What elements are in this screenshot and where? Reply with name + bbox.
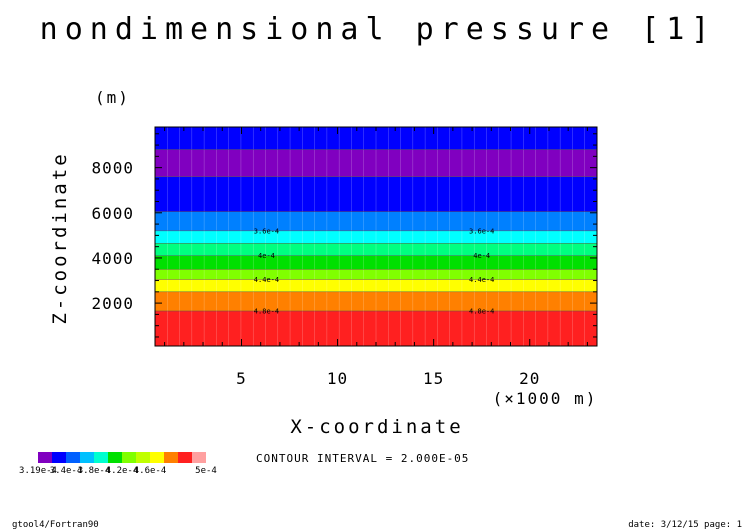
y-axis-unit: (m)	[95, 88, 130, 107]
legend-label: 4.6e-4	[134, 466, 167, 476]
contour-label: 4.8e-4	[254, 308, 279, 316]
legend-label: 5e-4	[195, 466, 217, 476]
legend-label: 3.4e-4	[50, 466, 83, 476]
color-band	[155, 255, 597, 270]
contour-label: 4.4e-4	[469, 276, 494, 284]
x-axis-unit: (×1000 m)	[493, 389, 598, 408]
y-tick-label: 6000	[91, 204, 134, 223]
legend-swatch	[108, 452, 122, 463]
y-tick-label: 2000	[91, 294, 134, 313]
color-band	[155, 211, 597, 231]
contour-label: 4.8e-4	[469, 308, 494, 316]
legend-swatch	[192, 452, 206, 463]
legend-label: 3.8e-4	[78, 466, 111, 476]
plot-area: 4.8e-4 4.8e-4 4.4e-4 4.4e-4 4e-4 4e-4 3.6e-4 3.…	[91, 126, 598, 388]
color-band	[155, 291, 597, 312]
legend-swatch	[178, 452, 192, 463]
color-band	[155, 149, 597, 177]
color-bands	[155, 127, 597, 346]
contour-label: 4.4e-4	[254, 276, 279, 284]
x-tick-label: 10	[327, 369, 348, 388]
legend-swatch	[122, 452, 136, 463]
color-band	[155, 127, 597, 150]
legend-swatch	[66, 452, 80, 463]
color-band	[155, 243, 597, 256]
legend-swatch	[80, 452, 94, 463]
legend-swatch	[136, 452, 150, 463]
axis-ticks: 5 10 15 20 2000 4000 6000 8000	[91, 127, 597, 388]
color-band	[155, 230, 597, 244]
y-axis-label: Z-coordinate	[49, 151, 71, 324]
contour-interval: CONTOUR INTERVAL = 2.000E-05	[256, 452, 469, 465]
contour-label: 3.6e-4	[469, 227, 494, 235]
contour-label: 4e-4	[473, 252, 490, 260]
legend-swatch	[150, 452, 164, 463]
color-band	[155, 311, 597, 346]
legend-label: 3.19e-4	[19, 466, 57, 476]
x-axis-label: X-coordinate	[290, 416, 463, 438]
legend-swatch	[164, 452, 178, 463]
legend-swatch	[38, 452, 52, 463]
x-tick-label: 20	[519, 369, 540, 388]
legend-swatch	[52, 452, 66, 463]
chart-title: nondimensional pressure [1]	[40, 12, 717, 47]
y-tick-label: 4000	[91, 249, 134, 268]
legend-swatch	[94, 452, 108, 463]
grid-lines	[154, 127, 585, 346]
contour-label: 3.6e-4	[254, 227, 279, 235]
contour-labels: 4.8e-4 4.8e-4 4.4e-4 4.4e-4 4e-4 4e-4 3.6e-4 3.…	[254, 227, 495, 315]
y-tick-label: 8000	[91, 159, 134, 178]
contour-label: 4e-4	[258, 252, 275, 260]
legend-label: 4.2e-4	[106, 466, 139, 476]
color-band	[155, 279, 597, 292]
x-tick-label: 5	[236, 369, 247, 388]
contour-lines	[155, 149, 597, 312]
color-band	[155, 176, 597, 212]
color-band	[155, 269, 597, 280]
footer-left: gtool4/Fortran90	[12, 520, 99, 530]
footer-right: date: 3/12/15 page: 1	[628, 520, 742, 530]
color-legend: 3.19e-43.4e-43.8e-44.2e-44.6e-4 5e-4	[19, 452, 217, 476]
x-tick-label: 15	[423, 369, 444, 388]
